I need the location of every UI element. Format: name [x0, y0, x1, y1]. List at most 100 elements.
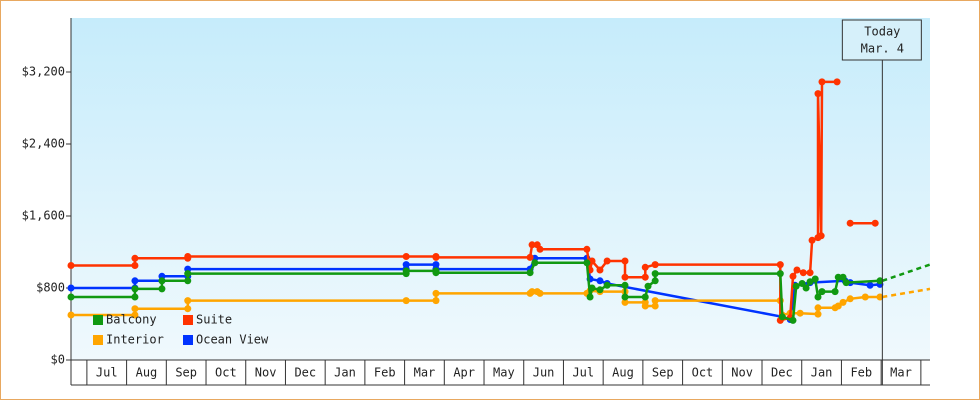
- data-point: [842, 279, 850, 287]
- data-point: [802, 284, 810, 292]
- data-point: [67, 293, 75, 301]
- data-point: [818, 288, 826, 296]
- data-point: [876, 277, 884, 285]
- legend-swatch: [183, 315, 193, 325]
- plot-area: [71, 18, 930, 360]
- x-tick-label: Oct: [215, 366, 237, 380]
- data-point: [833, 78, 841, 86]
- x-tick-label: Feb: [850, 366, 872, 380]
- x-tick-label: Jul: [572, 366, 594, 380]
- data-point: [641, 263, 649, 271]
- legend-swatch: [93, 315, 103, 325]
- data-point: [876, 293, 884, 301]
- data-point: [588, 284, 596, 292]
- data-point: [402, 267, 410, 275]
- data-point: [641, 273, 649, 281]
- data-point: [839, 298, 847, 306]
- data-point: [184, 270, 192, 278]
- x-tick-label: Nov: [731, 366, 753, 380]
- data-point: [67, 311, 75, 319]
- today-label: Mar. 4: [861, 42, 904, 56]
- data-point: [789, 316, 797, 324]
- data-point: [131, 311, 139, 319]
- legend-swatch: [183, 335, 193, 345]
- data-point: [644, 282, 652, 290]
- x-tick-label: Oct: [692, 366, 714, 380]
- legend-label: Balcony: [106, 313, 157, 327]
- data-point: [621, 257, 629, 265]
- x-tick-label: Jan: [334, 366, 356, 380]
- data-point: [776, 261, 784, 269]
- data-point: [818, 78, 826, 86]
- data-point: [846, 295, 854, 303]
- data-point: [67, 262, 75, 269]
- data-point: [596, 266, 604, 274]
- data-point: [621, 293, 629, 301]
- data-point: [402, 253, 410, 260]
- data-point: [651, 302, 659, 310]
- data-point: [641, 293, 649, 301]
- data-point: [776, 270, 784, 278]
- data-point: [528, 241, 536, 249]
- data-point: [817, 232, 825, 240]
- data-point: [536, 245, 544, 253]
- data-point: [641, 302, 649, 310]
- x-tick-label: Mar: [414, 366, 436, 380]
- data-point: [651, 261, 659, 269]
- data-point: [184, 305, 192, 313]
- data-point: [814, 90, 822, 98]
- data-point: [131, 262, 139, 269]
- legend-label: Interior: [106, 333, 164, 347]
- data-point: [526, 269, 534, 277]
- data-point: [861, 293, 869, 301]
- x-tick-label: May: [493, 366, 515, 380]
- data-point: [432, 253, 440, 261]
- data-point: [651, 297, 659, 305]
- legend-label: Suite: [196, 313, 232, 327]
- today-box: [841, 19, 922, 61]
- data-point: [621, 281, 629, 289]
- x-tick-label: Dec: [294, 366, 316, 380]
- data-point: [528, 288, 536, 296]
- x-tick-label: Mar: [890, 366, 912, 380]
- data-point: [798, 280, 806, 287]
- x-tick-label: Sep: [652, 366, 674, 380]
- data-point: [131, 277, 139, 285]
- data-point: [789, 272, 797, 280]
- data-point: [846, 219, 854, 227]
- data-point: [158, 277, 166, 285]
- today-label: Today: [864, 25, 900, 39]
- data-point: [814, 293, 822, 301]
- y-tick-label: $3,200: [22, 65, 65, 79]
- data-point: [596, 286, 604, 294]
- data-point: [806, 269, 814, 277]
- data-point: [814, 304, 822, 312]
- x-tick-label: Apr: [453, 366, 475, 380]
- data-point: [432, 269, 440, 277]
- x-tick-label: Feb: [374, 366, 396, 380]
- data-point: [131, 305, 139, 313]
- y-tick-label: $0: [51, 353, 65, 367]
- data-point: [402, 297, 410, 305]
- x-tick-label: Jan: [811, 366, 833, 380]
- x-tick-label: Dec: [771, 366, 793, 380]
- data-point: [793, 266, 801, 274]
- data-point: [651, 277, 659, 285]
- x-tick-label: Aug: [136, 366, 158, 380]
- data-point: [621, 298, 629, 306]
- data-point: [586, 293, 594, 301]
- data-point: [131, 254, 139, 262]
- data-point: [158, 285, 166, 293]
- data-point: [131, 293, 139, 301]
- data-point: [831, 288, 839, 296]
- data-point: [778, 313, 786, 321]
- data-point: [834, 302, 842, 310]
- data-point: [839, 273, 847, 281]
- data-point: [806, 278, 814, 286]
- data-point: [651, 270, 659, 278]
- y-tick-label: $800: [36, 281, 65, 295]
- x-tick-label: Sep: [175, 366, 197, 380]
- data-point: [184, 253, 192, 260]
- data-point: [792, 282, 800, 290]
